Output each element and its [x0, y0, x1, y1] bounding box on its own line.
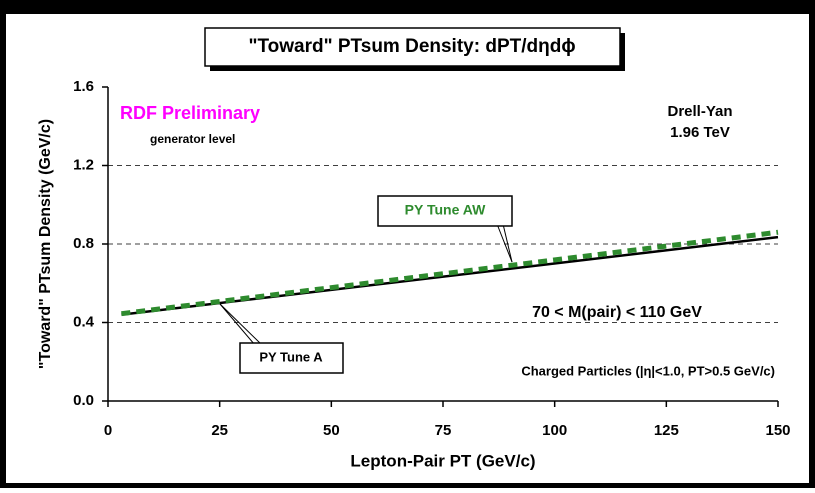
annotation: RDF Preliminary: [120, 103, 260, 123]
annotation: generator level: [150, 132, 235, 146]
x-tick-label: 25: [211, 422, 228, 439]
series-label: PY Tune A: [259, 349, 323, 364]
x-tick-label: 0: [104, 422, 112, 439]
y-tick-label: 0.4: [73, 313, 95, 330]
series-label: PY Tune AW: [405, 202, 486, 218]
callout-arrow: [219, 303, 263, 346]
y-axis-label: "Toward" PTsum Density (GeV/c): [37, 119, 54, 369]
annotation: 70 < M(pair) < 110 GeV: [532, 304, 702, 321]
callout-box: [239, 342, 344, 374]
title-box: [204, 27, 621, 67]
y-tick-label: 1.2: [73, 156, 94, 173]
callout-box: [377, 195, 513, 227]
x-tick-label: 100: [542, 422, 567, 439]
x-tick-label: 150: [765, 422, 790, 439]
x-tick-label: 125: [654, 422, 679, 439]
callout-arrow: [219, 303, 256, 346]
chart-title: "Toward" PTsum Density: dPT/dηdϕ: [248, 36, 575, 57]
x-axis-label: Lepton-Pair PT (GeV/c): [350, 451, 535, 470]
y-tick-label: 1.6: [73, 78, 94, 95]
y-tick-label: 0.8: [73, 235, 94, 252]
line: [121, 229, 779, 317]
annotation: Charged Particles (|η|<1.0, PT>0.5 GeV/c…: [521, 363, 775, 378]
y-tick-label: 0.0: [73, 392, 94, 409]
x-tick-label: 75: [435, 422, 452, 439]
annotation: Drell-Yan: [667, 103, 732, 120]
x-tick-label: 50: [323, 422, 340, 439]
callout-arrow: [496, 223, 513, 263]
annotation: 1.96 TeV: [670, 124, 730, 141]
callout-arrow: [502, 223, 513, 263]
